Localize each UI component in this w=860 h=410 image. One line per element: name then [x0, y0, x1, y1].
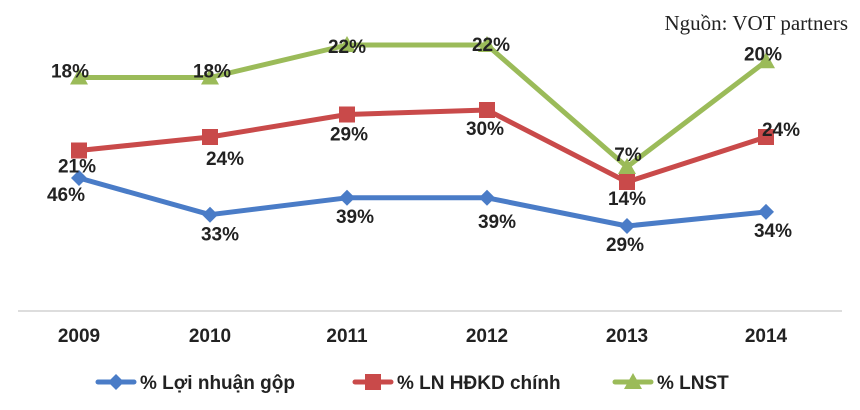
data-label: 29%: [606, 235, 644, 256]
data-labels: 46% 33% 39% 39% 29% 34% 21% 24% 29% 30% 14% 24% 18% 1…: [47, 35, 800, 256]
legend-item: % Lợi nhuận gộp: [95, 373, 295, 394]
series-line-3: [76, 42, 769, 170]
legend-label: % LNST: [657, 373, 729, 394]
data-label: 33%: [201, 225, 239, 246]
data-point: [338, 36, 356, 52]
legend-item: % LN HĐKD chính: [352, 373, 561, 394]
x-tick-label: 2009: [58, 326, 100, 347]
data-label: 22%: [328, 37, 366, 58]
data-label: 29%: [330, 125, 368, 146]
data-point: [619, 218, 635, 234]
legend-item: % LNST: [612, 373, 729, 394]
data-point: [758, 129, 774, 145]
data-label: 39%: [336, 207, 374, 228]
data-point: [479, 189, 495, 206]
series-line-2: [76, 107, 769, 185]
x-tick-label: 2012: [466, 326, 508, 347]
series-line-1: [76, 175, 769, 229]
data-label: 34%: [754, 221, 792, 242]
data-label: 18%: [51, 62, 89, 83]
data-point: [618, 158, 636, 174]
data-label: 24%: [762, 120, 800, 141]
legend-marker: [108, 374, 124, 390]
legend-marker: [365, 374, 381, 390]
legend-label: % LN HĐKD chính: [397, 373, 561, 394]
data-point: [339, 189, 355, 206]
x-tick-label: 2013: [606, 326, 648, 347]
data-label: 20%: [744, 44, 782, 65]
data-label: 21%: [58, 157, 96, 178]
data-point: [757, 52, 775, 69]
source-note: Nguồn: VOT partners: [664, 11, 848, 35]
data-label: 24%: [206, 149, 244, 170]
data-point: [202, 129, 218, 145]
data-label: 46%: [47, 185, 85, 206]
series-markers: [70, 36, 775, 234]
data-label: 7%: [614, 145, 642, 166]
data-point: [339, 106, 355, 123]
legend: % Lợi nhuận gộp % LN HĐKD chính % LNST: [95, 373, 729, 394]
data-point: [71, 142, 87, 159]
series-lines: [76, 42, 769, 229]
x-tick-labels: 2009 2010 2011 2012 2013 2014: [58, 326, 788, 347]
data-label: 39%: [478, 212, 516, 233]
data-label: 22%: [472, 35, 510, 56]
x-tick-label: 2014: [745, 326, 788, 347]
x-tick-label: 2010: [189, 326, 231, 347]
data-point: [479, 102, 495, 118]
data-point: [70, 68, 88, 85]
data-point: [202, 206, 218, 223]
data-label: 18%: [193, 62, 231, 83]
data-point: [619, 174, 635, 190]
data-label: 30%: [466, 119, 504, 140]
data-label: 14%: [608, 189, 646, 210]
data-point: [71, 170, 87, 186]
data-point: [201, 68, 219, 85]
x-tick-label: 2011: [326, 326, 368, 347]
legend-marker: [624, 373, 642, 389]
data-point: [758, 203, 774, 220]
legend-label: % Lợi nhuận gộp: [140, 373, 295, 394]
data-point: [478, 36, 496, 52]
